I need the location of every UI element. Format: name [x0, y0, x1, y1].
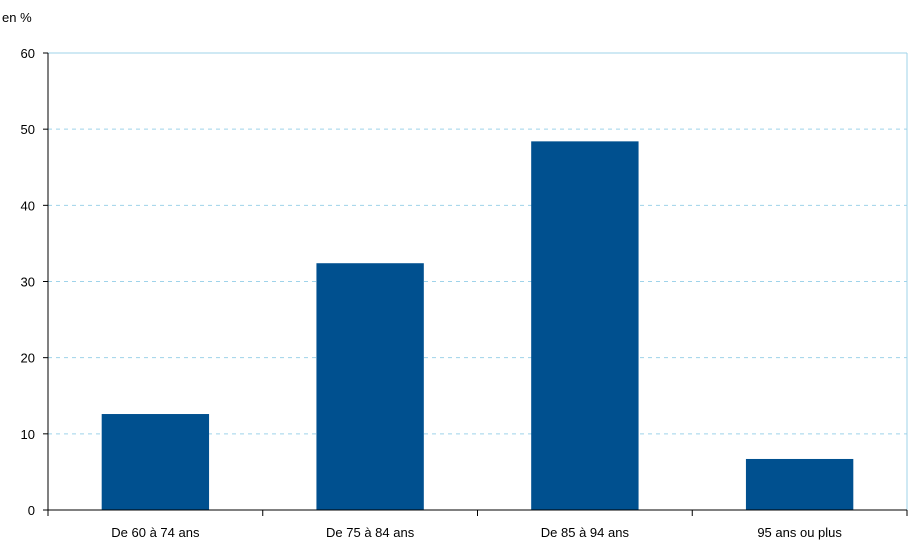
x-tick-label: 95 ans ou plus: [757, 525, 842, 540]
y-tick-labels: 0 10 20 30 40 50 60: [21, 46, 35, 518]
plot-frame: [48, 52, 908, 510]
y-axis-unit-label: en %: [2, 10, 32, 25]
x-tick-label: De 85 à 94 ans: [541, 525, 630, 540]
bar: [316, 263, 424, 510]
y-tick-label: 50: [21, 122, 35, 137]
bar: [101, 414, 210, 510]
bar: [745, 458, 854, 510]
y-tick-label: 10: [21, 427, 35, 442]
bars: [101, 141, 854, 510]
y-tick-label: 20: [21, 351, 35, 366]
axes: [43, 52, 908, 516]
x-tick-labels: De 60 à 74 ans De 75 à 84 ans De 85 à 94 a…: [111, 525, 842, 540]
y-tick-label: 0: [28, 503, 35, 518]
y-tick-label: 30: [21, 275, 35, 290]
y-tick-label: 40: [21, 198, 35, 213]
x-tick-label: De 60 à 74 ans: [111, 525, 200, 540]
x-tick-label: De 75 à 84 ans: [326, 525, 415, 540]
y-tick-label: 60: [21, 46, 35, 61]
bar: [531, 141, 639, 510]
gridlines: [48, 128, 907, 435]
